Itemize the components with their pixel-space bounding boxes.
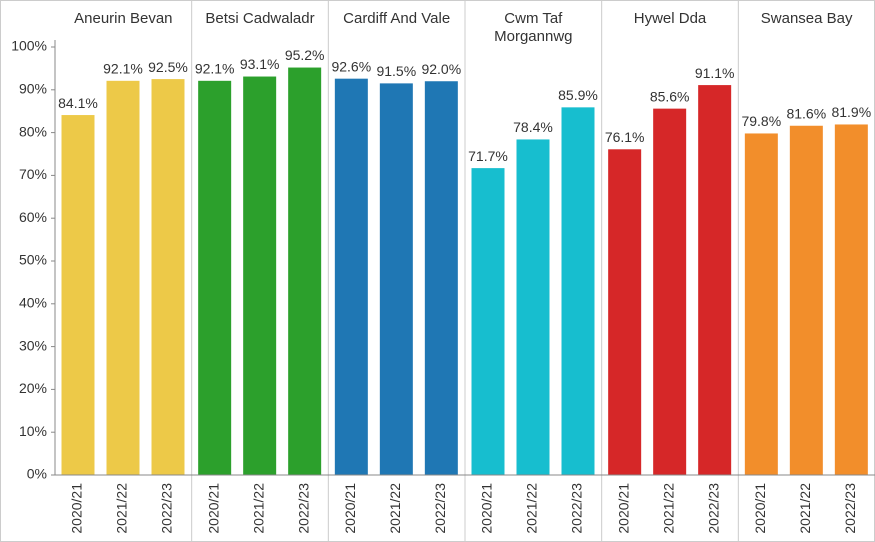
x-tick-label: 2020/21 (342, 483, 358, 534)
value-label: 85.6% (650, 88, 690, 104)
bar (243, 76, 277, 476)
value-label: 81.6% (786, 105, 826, 121)
value-label: 81.9% (831, 104, 871, 120)
y-tick-label: 10% (19, 423, 47, 439)
y-tick-label: 50% (19, 252, 47, 268)
y-tick-label: 60% (19, 209, 47, 225)
y-tick-label: 80% (19, 123, 47, 139)
x-tick-label: 2020/21 (615, 483, 631, 534)
bar (653, 108, 687, 475)
panel-title: Betsi Cadwaladr (205, 10, 315, 27)
value-label: 93.1% (240, 56, 280, 72)
panel-title: Hywel Dda (633, 10, 707, 27)
x-tick-label: 2022/23 (842, 483, 858, 534)
bar (288, 67, 322, 475)
y-tick-label: 70% (19, 166, 47, 182)
x-tick-label: 2022/23 (569, 483, 585, 534)
bar (834, 124, 868, 475)
bar (698, 85, 732, 475)
value-label: 84.1% (58, 95, 98, 111)
y-tick-label: 30% (19, 337, 47, 353)
bar (334, 78, 368, 475)
panel-title: Swansea Bay (760, 10, 853, 27)
bar (198, 80, 232, 475)
y-tick-label: 20% (19, 380, 47, 396)
x-tick-label: 2020/21 (69, 483, 85, 534)
bar (561, 107, 595, 476)
value-label: 71.7% (468, 148, 508, 164)
y-tick-label: 90% (19, 81, 47, 97)
x-tick-label: 2022/23 (295, 483, 311, 534)
x-tick-label: 2020/21 (205, 483, 221, 534)
x-tick-label: 2021/22 (250, 483, 266, 534)
bar (471, 168, 505, 475)
x-tick-label: 2021/22 (524, 483, 540, 534)
panel-title: Cardiff And Vale (343, 10, 451, 27)
y-tick-label: 0% (27, 466, 47, 482)
x-tick-label: 2022/23 (159, 483, 175, 534)
bar (516, 139, 550, 475)
value-label: 92.1% (195, 61, 235, 77)
y-tick-label: 100% (11, 38, 47, 54)
x-tick-label: 2021/22 (387, 483, 403, 534)
x-tick-label: 2020/21 (752, 483, 768, 534)
panel-title: Cwm Taf Morgannwg (494, 10, 573, 45)
bar (424, 81, 458, 476)
value-label: 85.9% (558, 87, 598, 103)
value-label: 76.1% (605, 129, 645, 145)
value-label: 92.1% (103, 61, 143, 77)
bar (744, 133, 778, 475)
value-label: 92.5% (148, 59, 188, 75)
x-tick-label: 2021/22 (797, 483, 813, 534)
value-label: 92.6% (331, 58, 371, 74)
x-tick-label: 2022/23 (432, 483, 448, 534)
panel-title: Aneurin Bevan (74, 10, 173, 27)
bar (151, 79, 185, 475)
x-tick-label: 2021/22 (660, 483, 676, 534)
bar (106, 80, 140, 475)
x-tick-label: 2021/22 (114, 483, 130, 534)
bar (608, 149, 642, 476)
value-label: 91.5% (376, 63, 416, 79)
value-label: 91.1% (695, 65, 735, 81)
value-label: 95.2% (285, 47, 325, 63)
bar (379, 83, 413, 475)
value-label: 79.8% (741, 113, 781, 129)
bar (61, 115, 95, 475)
x-tick-label: 2022/23 (705, 483, 721, 534)
bar (789, 125, 823, 475)
y-tick-label: 40% (19, 295, 47, 311)
x-tick-label: 2020/21 (479, 483, 495, 534)
value-label: 92.0% (421, 61, 461, 77)
value-label: 78.4% (513, 119, 553, 135)
